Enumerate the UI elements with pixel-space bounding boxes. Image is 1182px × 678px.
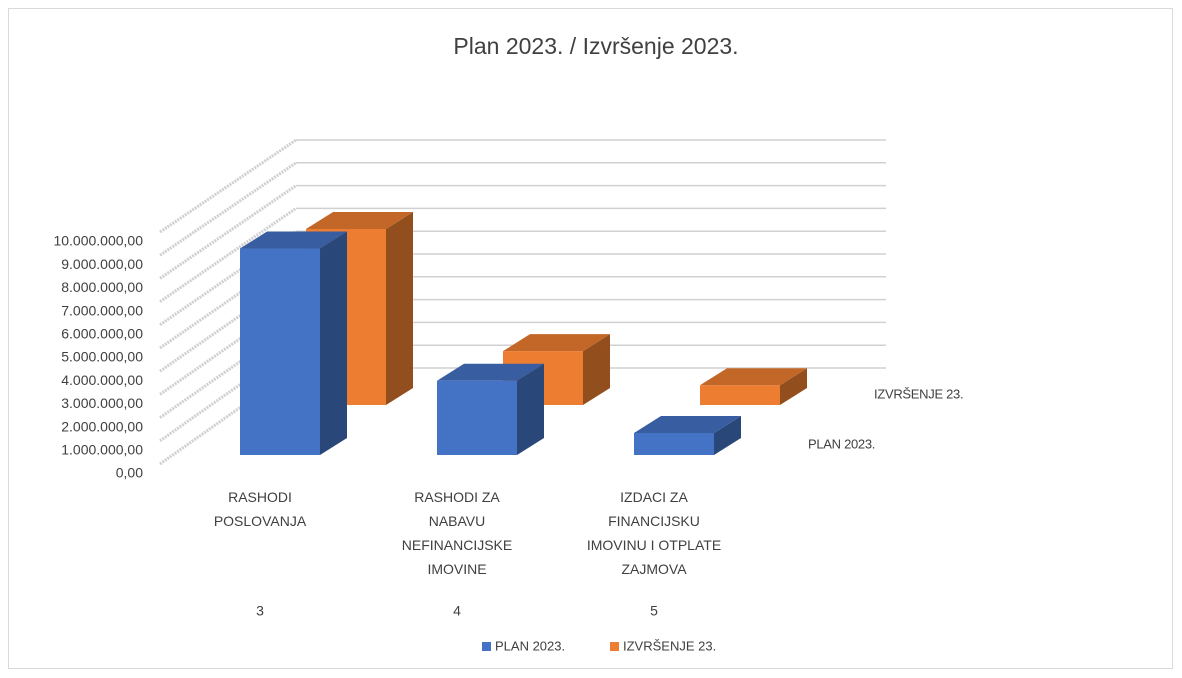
- y-tick-label: 10.000.000,00: [53, 233, 143, 249]
- x-group-label: 5: [650, 603, 658, 619]
- x-group-label: 4: [453, 603, 461, 619]
- bar: [240, 248, 320, 455]
- y-tick-label: 1.000.000,00: [61, 442, 143, 458]
- bar-top: [240, 231, 347, 249]
- x-group-label: 3: [256, 603, 264, 619]
- y-tick-label: 7.000.000,00: [61, 302, 143, 318]
- side-grid-line: [159, 252, 297, 350]
- series-axis-label: IZVRŠENJE 23.: [874, 386, 963, 401]
- legend-swatch: [610, 642, 619, 651]
- legend-label: PLAN 2023.: [495, 638, 565, 653]
- y-tick-label: 8.000.000,00: [61, 279, 143, 295]
- bar-top: [437, 363, 544, 381]
- bar: [700, 385, 780, 405]
- y-tick-label: 2.000.000,00: [61, 418, 143, 434]
- bar-top: [306, 212, 413, 229]
- chart-title: Plan 2023. / Izvršenje 2023.: [453, 33, 738, 59]
- bar: [634, 432, 714, 455]
- legend-label: IZVRŠENJE 23.: [623, 638, 716, 653]
- y-tick-label: 6.000.000,00: [61, 326, 143, 342]
- bar-top: [503, 334, 610, 352]
- y-tick-label: 3.000.000,00: [61, 395, 143, 411]
- side-grid-line: [159, 138, 297, 234]
- y-tick-label: 0,00: [116, 465, 143, 481]
- bar-side: [517, 363, 544, 455]
- bar-side: [780, 368, 807, 405]
- x-tick-label: IZDACI ZA FINANCIJSKU IMOVINU I OTPLATE …: [586, 489, 722, 577]
- bar: [437, 380, 517, 455]
- side-grid-line: [159, 207, 297, 303]
- y-tick-label: 5.000.000,00: [61, 349, 143, 365]
- y-tick-label: 9.000.000,00: [61, 256, 143, 272]
- x-tick-label: RASHODI POSLOVANJA: [213, 489, 307, 529]
- bar-side: [714, 415, 741, 455]
- bar-side: [320, 231, 347, 455]
- legend-swatch: [482, 642, 491, 651]
- side-grid-line: [159, 229, 297, 327]
- side-grid-line: [159, 161, 297, 257]
- bar-top: [700, 368, 807, 386]
- x-tick-label: RASHODI ZA NABAVU NEFINANCIJSKE IMOVINE: [401, 489, 513, 577]
- bar-top: [634, 415, 741, 433]
- y-tick-label: 4.000.000,00: [61, 372, 143, 388]
- series-axis-label: PLAN 2023.: [808, 436, 875, 451]
- bar-side: [386, 212, 413, 405]
- bar-side: [583, 334, 610, 405]
- side-grid-line: [159, 184, 297, 280]
- side-grid-line: [159, 275, 297, 373]
